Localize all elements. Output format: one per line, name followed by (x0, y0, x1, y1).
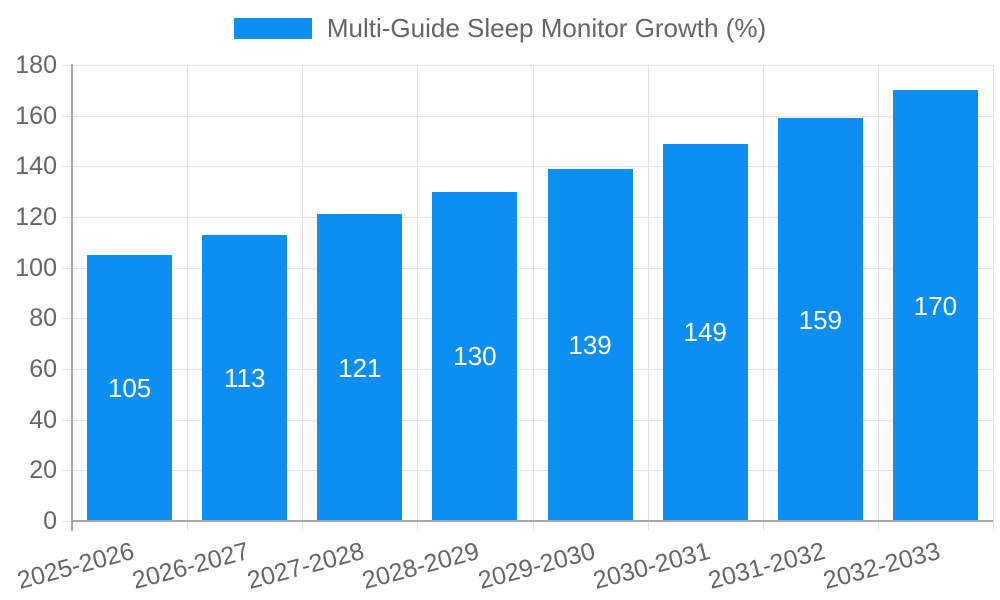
chart-legend: Multi-Guide Sleep Monitor Growth (%) (0, 13, 1000, 43)
y-tick-label: 180 (15, 51, 57, 79)
x-tick-label: 2026-2027 (129, 536, 253, 595)
x-axis-line (72, 520, 993, 522)
bar-value-label: 159 (798, 304, 842, 335)
x-grid-line (762, 65, 764, 531)
bar (432, 191, 518, 521)
y-tick-label: 140 (15, 152, 57, 181)
x-tick-label: 2028-2029 (359, 536, 483, 595)
y-tick-label: 80 (29, 304, 57, 333)
y-axis-line (71, 64, 73, 531)
bar (202, 234, 288, 521)
y-grid-line (62, 470, 993, 472)
legend-label[interactable]: Multi-Guide Sleep Monitor Growth (%) (326, 13, 767, 43)
y-grid-line (62, 115, 993, 117)
x-tick-label: 2032-2033 (820, 536, 943, 595)
x-grid-line (532, 65, 534, 531)
x-tick-label: 2031-2032 (705, 536, 828, 595)
x-grid-line (417, 65, 419, 531)
y-tick-label: 60 (29, 355, 57, 383)
y-grid-line (62, 267, 993, 269)
bar (547, 168, 633, 521)
x-grid-line (647, 65, 649, 531)
bar (777, 118, 863, 521)
x-grid-line (302, 65, 304, 531)
y-grid-line (62, 65, 993, 66)
y-tick-label: 160 (15, 101, 57, 130)
bar-value-label: 105 (107, 373, 152, 403)
x-tick-label: 2029-2030 (474, 536, 598, 595)
y-tick-label: 100 (15, 253, 57, 282)
bar-value-label: 170 (913, 290, 958, 321)
y-grid-line (62, 217, 993, 218)
y-grid-line (62, 419, 993, 421)
x-tick-label: 2027-2028 (244, 536, 368, 595)
bar-value-label: 149 (683, 317, 727, 348)
y-grid-line (62, 318, 993, 320)
y-grid-line (62, 166, 993, 168)
bar (317, 214, 403, 521)
bar (892, 90, 978, 521)
legend-swatch[interactable] (233, 17, 312, 39)
bar (87, 255, 173, 521)
bar-value-label: 121 (338, 352, 382, 383)
x-tick-label: 2025-2026 (14, 536, 138, 595)
x-grid-line (187, 65, 189, 531)
y-grid-line (62, 369, 993, 370)
y-tick-label: 40 (29, 405, 57, 434)
bar-value-label: 113 (223, 362, 266, 393)
bar-value-label: 130 (453, 341, 497, 372)
bar-value-label: 139 (568, 329, 612, 360)
bar (662, 143, 748, 521)
x-grid-line (877, 65, 879, 531)
y-tick-label: 120 (15, 203, 57, 231)
x-tick-label: 2030-2031 (589, 536, 713, 595)
y-tick-label: 20 (29, 456, 57, 485)
x-grid-line (993, 65, 994, 531)
y-tick-label: 0 (43, 507, 57, 535)
